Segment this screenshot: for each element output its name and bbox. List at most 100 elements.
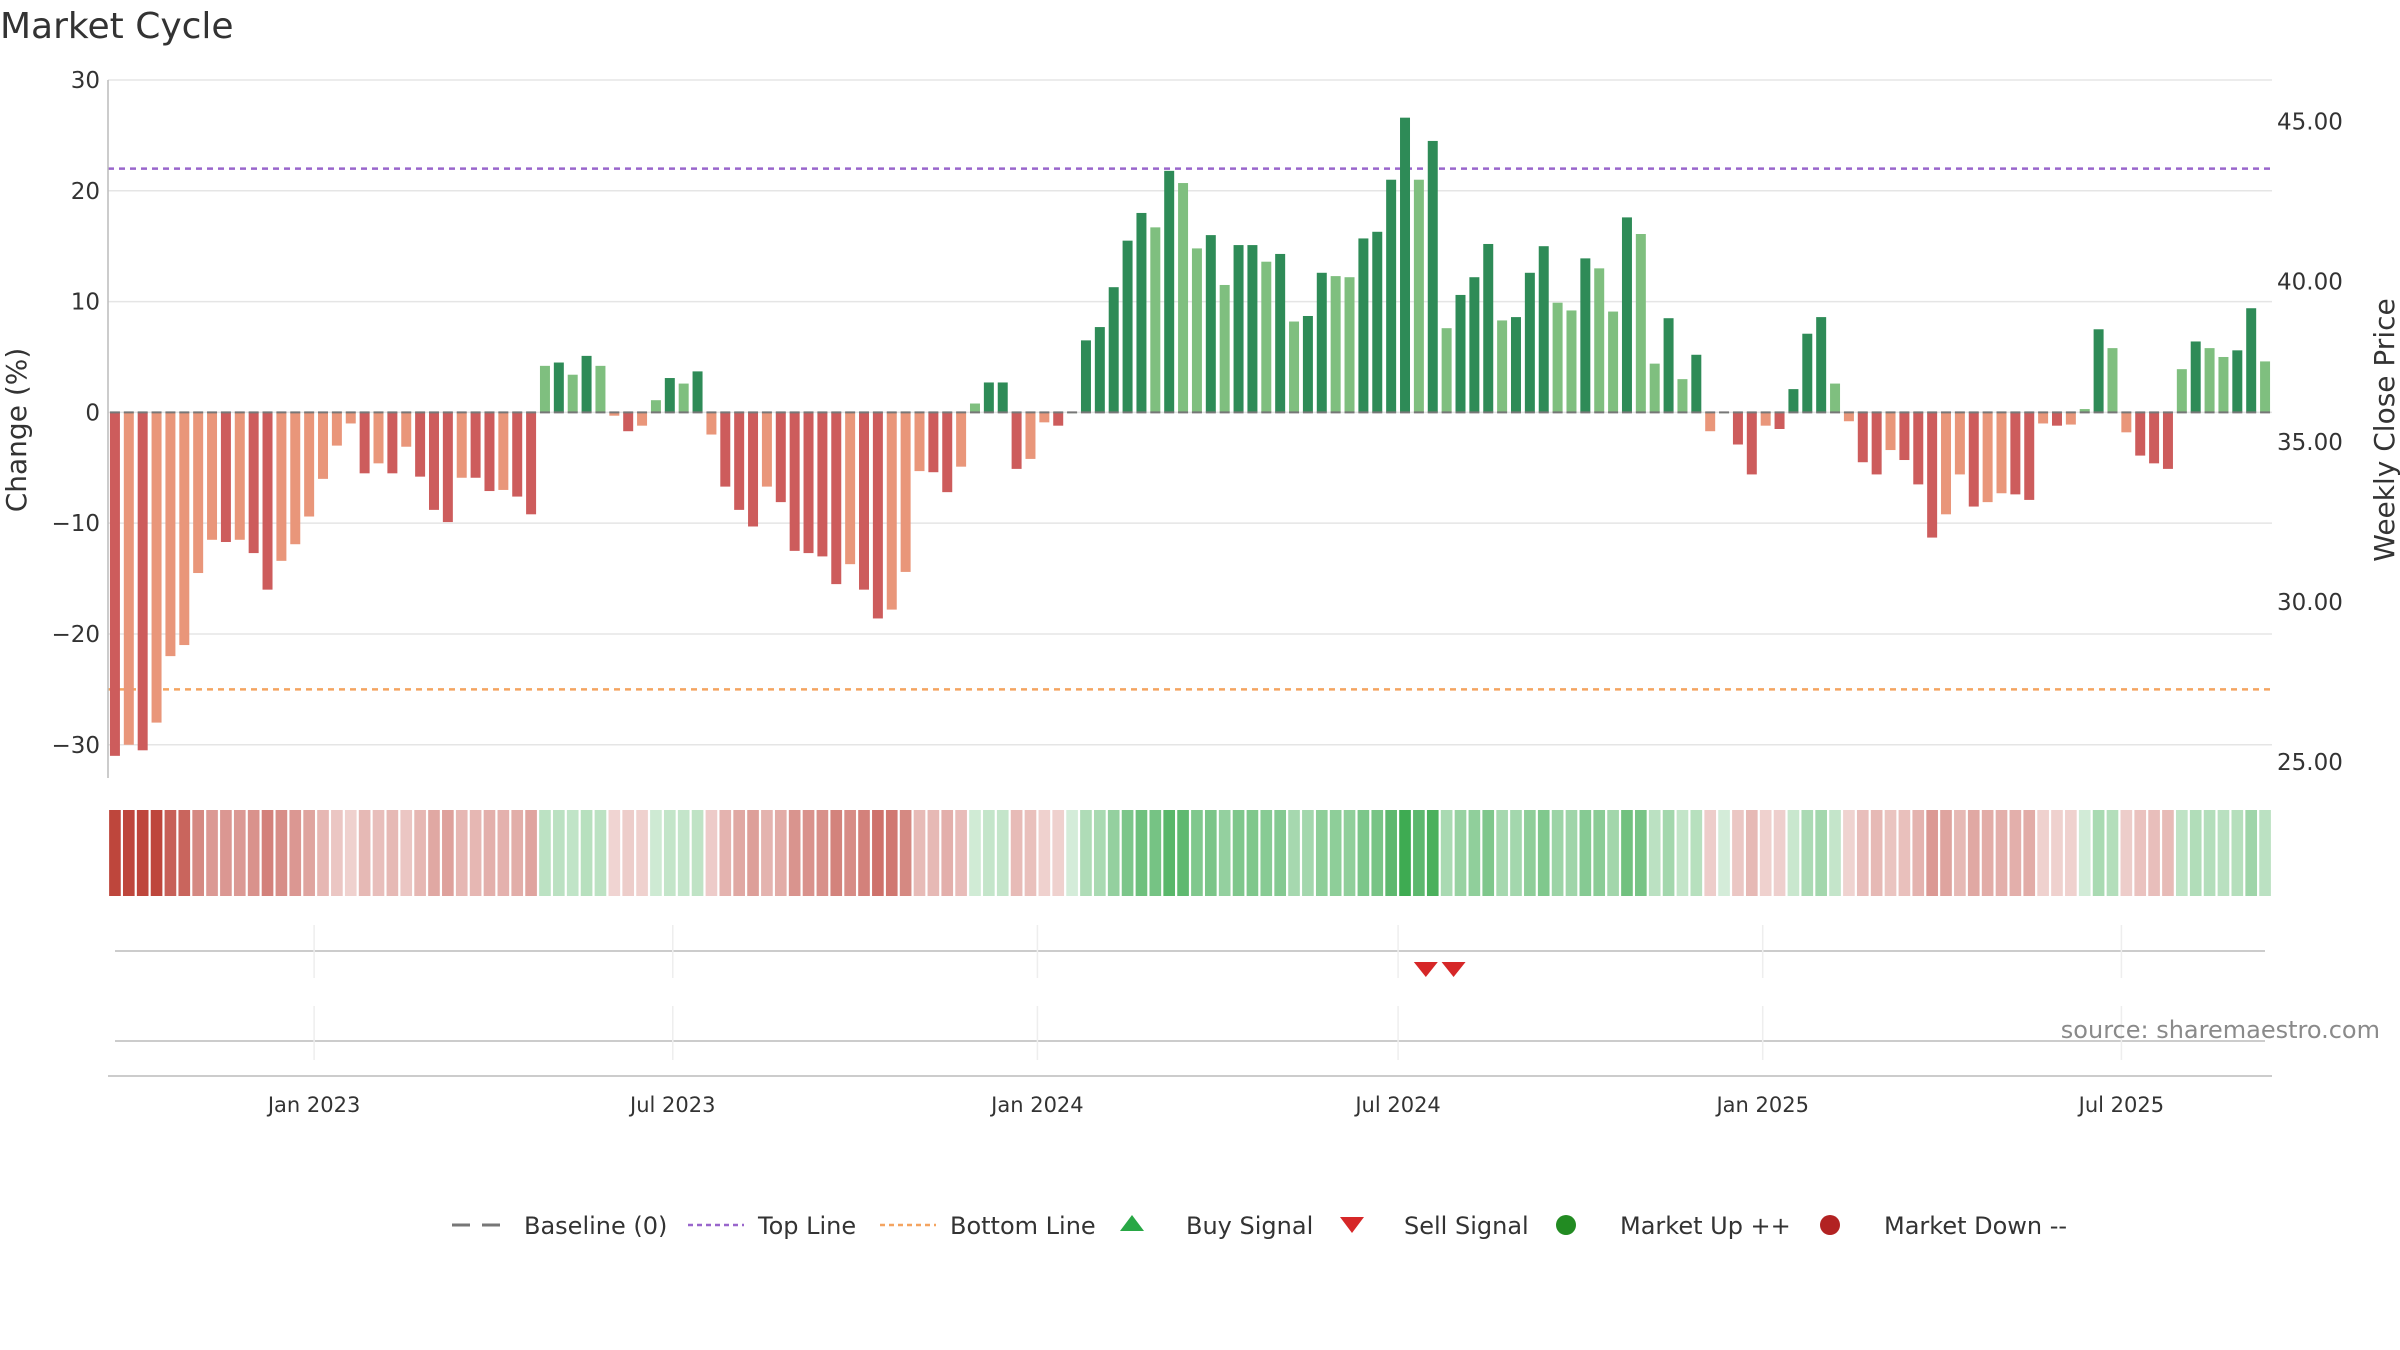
heat-cell xyxy=(1094,810,1106,896)
heat-cell xyxy=(566,810,579,896)
bar xyxy=(859,412,870,590)
heat-cell xyxy=(1454,810,1467,896)
heat-cell xyxy=(1163,810,1176,896)
heat-cell xyxy=(2259,810,2271,896)
bar xyxy=(789,412,800,551)
heat-cell xyxy=(1135,810,1148,896)
heat-cell xyxy=(2023,810,2036,896)
heat-cell xyxy=(1010,810,1023,896)
legend-baseline-label: Baseline (0) xyxy=(524,1212,667,1240)
heat-cell xyxy=(1204,810,1217,896)
bar xyxy=(304,412,315,517)
heat-cell xyxy=(1385,810,1397,896)
heat-cell xyxy=(650,810,662,896)
heat-cell xyxy=(774,810,787,896)
heat-cell xyxy=(192,810,204,896)
bar xyxy=(498,412,509,490)
heat-cell xyxy=(1815,810,1827,896)
heat-cell xyxy=(1274,810,1286,896)
bar xyxy=(1053,412,1064,426)
heat-cell xyxy=(2217,810,2230,896)
heat-cell xyxy=(1690,810,1703,896)
bar xyxy=(1191,248,1202,413)
heat-cell xyxy=(1066,810,1078,896)
bar xyxy=(1580,258,1591,413)
bar xyxy=(109,412,120,756)
bar xyxy=(2079,409,2090,413)
bar xyxy=(1108,287,1119,413)
bar xyxy=(1705,412,1716,432)
heat-cell xyxy=(1177,810,1189,896)
bar xyxy=(1608,311,1619,413)
bar xyxy=(331,412,342,446)
bar xyxy=(956,412,967,467)
bar xyxy=(761,412,772,487)
legend-market-up-swatch xyxy=(1556,1215,1576,1235)
heat-cell xyxy=(1759,810,1772,896)
bar xyxy=(664,378,675,413)
bar xyxy=(484,412,495,492)
heat-cell xyxy=(1496,810,1508,896)
heat-cell xyxy=(1371,810,1384,896)
heat-cell xyxy=(497,810,510,896)
bar xyxy=(2190,341,2201,413)
heat-cell xyxy=(885,810,898,896)
heat-cell xyxy=(594,810,607,896)
heat-cell xyxy=(1246,810,1259,896)
heat-cell xyxy=(2106,810,2119,896)
bar xyxy=(1830,383,1841,413)
heat-cell xyxy=(872,810,884,896)
bar xyxy=(2093,329,2104,413)
heat-cell xyxy=(969,810,981,896)
heat-cell xyxy=(1967,810,1980,896)
bar xyxy=(1178,183,1189,413)
bar xyxy=(318,412,329,479)
cycle-heat-strip xyxy=(109,810,2271,896)
heat-cell xyxy=(1787,810,1800,896)
bar xyxy=(1441,328,1452,413)
heat-cell xyxy=(761,810,773,896)
bar xyxy=(706,412,717,435)
bar xyxy=(567,374,578,413)
heat-cell xyxy=(747,810,759,896)
heat-cell xyxy=(178,810,191,896)
x-tick-label: Jul 2023 xyxy=(628,1093,715,1117)
bar xyxy=(1400,117,1411,413)
y-axis-title-left: Change (%) xyxy=(0,348,33,513)
bar xyxy=(220,412,231,543)
bar xyxy=(1358,238,1369,413)
bar xyxy=(345,412,356,424)
bar xyxy=(914,412,925,472)
heat-cell xyxy=(1843,810,1855,896)
heat-cell xyxy=(733,810,745,896)
heat-cell xyxy=(802,810,815,896)
sell-signal-marker xyxy=(1441,962,1466,977)
bar xyxy=(983,382,994,413)
heat-cell xyxy=(455,810,468,896)
bar xyxy=(1219,284,1230,413)
bar xyxy=(1691,354,1702,413)
legend-buy-signal-label: Buy Signal xyxy=(1186,1212,1313,1240)
heat-cell xyxy=(1635,810,1647,896)
heat-cell xyxy=(636,810,648,896)
heat-cell xyxy=(1329,810,1342,896)
bar xyxy=(2232,350,2243,413)
y-tick-label-left: −20 xyxy=(51,622,100,648)
legend-sell-signal-label: Sell Signal xyxy=(1404,1212,1529,1240)
heat-cell xyxy=(483,810,496,896)
bar xyxy=(1080,340,1091,413)
bar xyxy=(2135,412,2146,456)
heat-cell xyxy=(303,810,315,896)
bar xyxy=(290,412,301,545)
bar xyxy=(1968,412,1979,507)
bar xyxy=(526,412,537,515)
heat-cell xyxy=(2078,810,2091,896)
bar xyxy=(262,412,273,590)
bar xyxy=(803,412,814,554)
heat-cell xyxy=(2051,810,2063,896)
bar xyxy=(123,412,134,745)
heat-cell xyxy=(1260,810,1273,896)
heat-cell xyxy=(1745,810,1758,896)
legend-bottom-line-label: Bottom Line xyxy=(950,1212,1096,1240)
heat-cell xyxy=(2009,810,2022,896)
